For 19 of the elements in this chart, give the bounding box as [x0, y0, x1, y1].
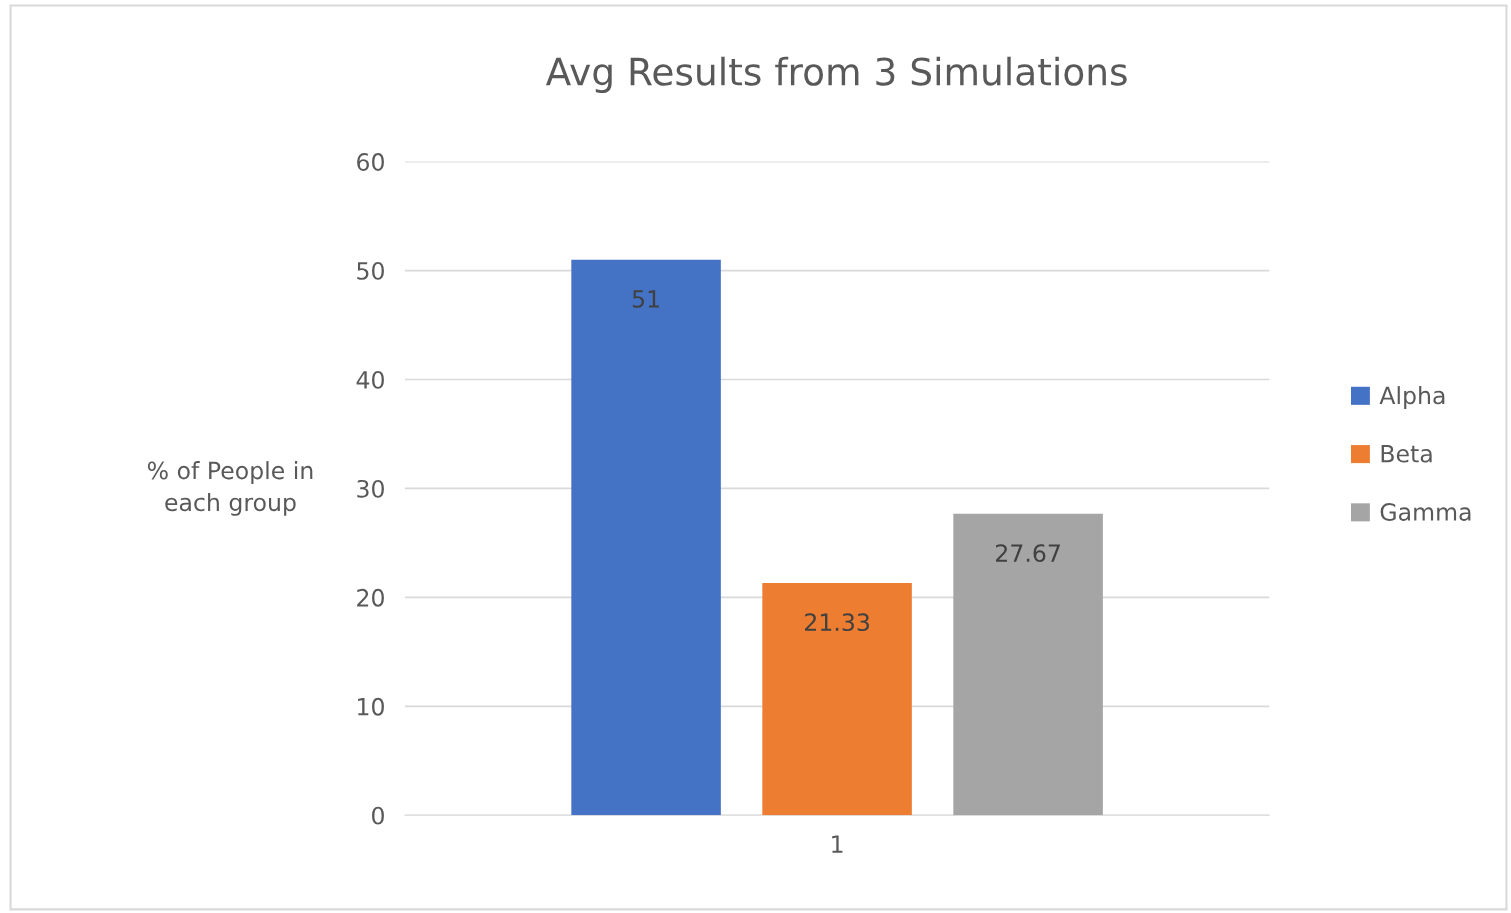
data-label: 51: [632, 290, 659, 308]
y-tick-label: 20: [357, 588, 384, 607]
y-axis-title: % of People in each group: [147, 461, 313, 516]
y-tick-label: 40: [356, 370, 384, 389]
legend-label: Beta: [1381, 445, 1432, 463]
x-tick-label: 1: [832, 835, 843, 853]
y-tick-label: 50: [357, 262, 384, 280]
chart-title: Avg Results from 3 Simulations: [545, 56, 1127, 94]
y-tick-label: 60: [357, 153, 384, 171]
bar: [762, 582, 912, 816]
y-tick-label: 30: [357, 479, 384, 498]
y-tick-label: 0: [372, 806, 384, 825]
data-label: 21.33: [805, 613, 869, 632]
bar: [571, 259, 721, 816]
legend-label: Gamma: [1380, 503, 1471, 521]
data-label: 27.67: [996, 544, 1060, 563]
legend-label: Alpha: [1379, 386, 1445, 409]
bar: [953, 513, 1103, 816]
y-tick-label: 10: [358, 697, 384, 716]
